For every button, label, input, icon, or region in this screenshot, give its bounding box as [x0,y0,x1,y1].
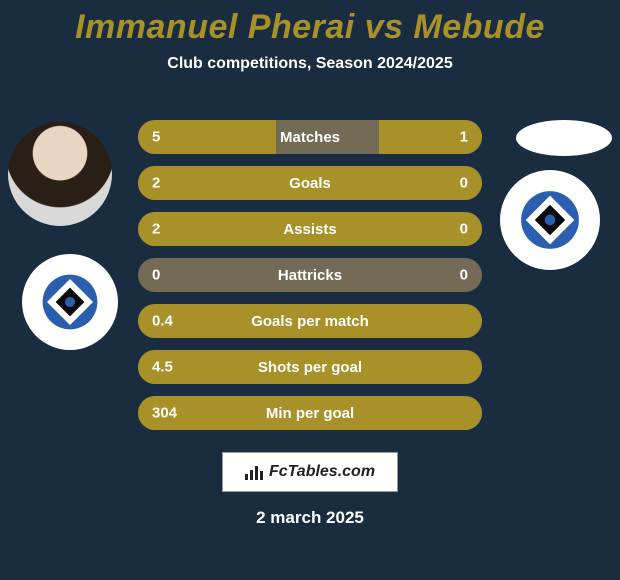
hsv-logo-icon [512,182,588,258]
hsv-logo-icon [34,266,106,338]
stat-label: Assists [283,221,336,238]
club-badge-right [500,170,600,270]
stat-label: Matches [280,129,340,146]
stat-value-right: 0 [460,267,468,284]
stat-value-left: 5 [152,129,160,146]
stat-label: Min per goal [266,405,354,422]
subtitle: Club competitions, Season 2024/2025 [0,55,620,73]
stat-value-right: 0 [460,221,468,238]
comparison-card: Immanuel Pherai vs Mebude Club competiti… [0,0,620,580]
stat-row: Matches 5 1 [138,120,482,154]
stat-row: Shots per goal 4.5 [138,350,482,384]
player-left-avatar [8,122,112,226]
date-text: 2 march 2025 [0,508,620,528]
stat-value-left: 0 [152,267,160,284]
stat-value-right: 1 [460,129,468,146]
stat-label: Goals [289,175,331,192]
stat-row: Goals per match 0.4 [138,304,482,338]
page-title: Immanuel Pherai vs Mebude [0,0,620,47]
stat-value-left: 4.5 [152,359,173,376]
stat-label: Shots per goal [258,359,362,376]
stats-list: Matches51Goals20Assists20Hattricks00Goal… [138,120,482,430]
brand-logo: FcTables.com [222,452,398,492]
stat-value-right: 0 [460,175,468,192]
stat-label: Goals per match [251,313,369,330]
club-badge-left [22,254,118,350]
stat-row: Min per goal 304 [138,396,482,430]
stat-row: Assists 2 0 [138,212,482,246]
stat-value-left: 0.4 [152,313,173,330]
bar-chart-icon [245,464,263,480]
brand-text: FcTables.com [269,463,375,481]
stat-row: Goals 2 0 [138,166,482,200]
stat-value-left: 304 [152,405,177,422]
player-right-avatar-placeholder [516,120,612,156]
stat-row: Hattricks 0 0 [138,258,482,292]
stat-label: Hattricks [278,267,342,284]
stat-value-left: 2 [152,175,160,192]
stat-value-left: 2 [152,221,160,238]
